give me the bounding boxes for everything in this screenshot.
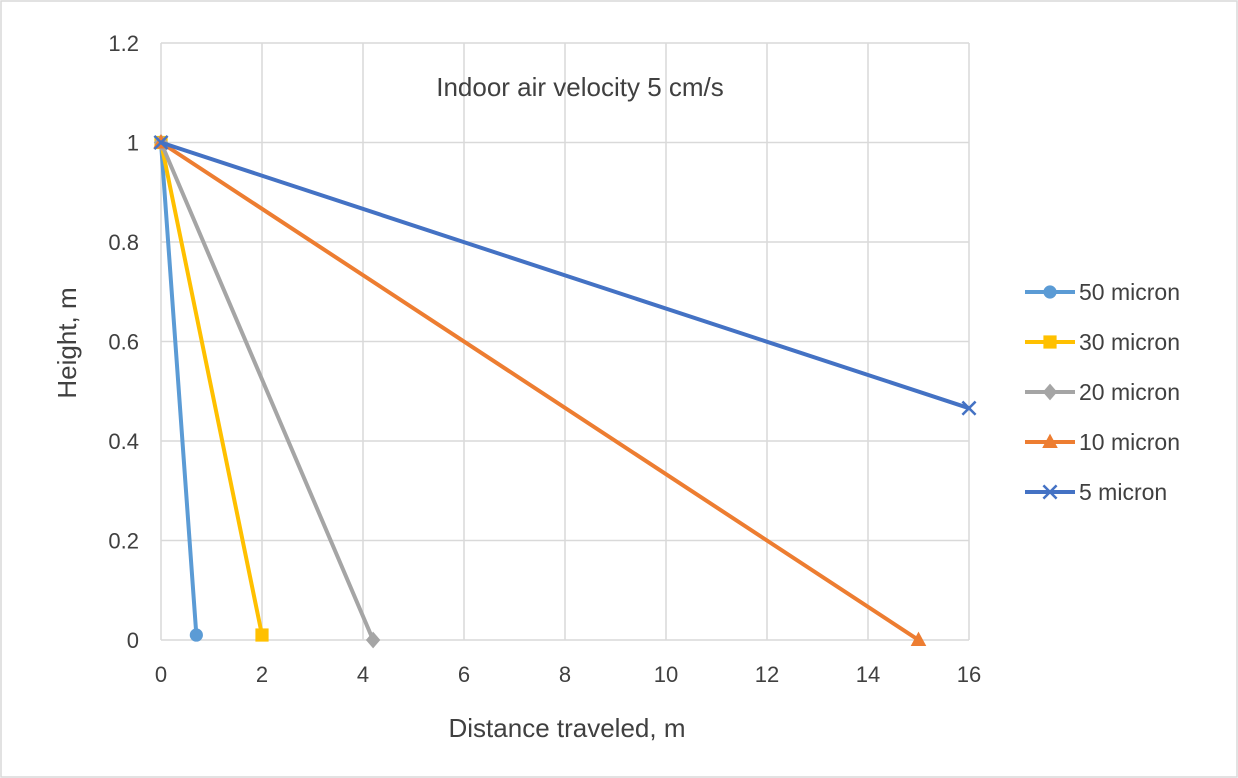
circle-marker bbox=[189, 628, 203, 642]
legend-entry: 50 micron bbox=[1025, 279, 1180, 305]
square-marker bbox=[1043, 335, 1057, 349]
diamond-marker bbox=[365, 631, 381, 649]
plot-series bbox=[153, 134, 977, 649]
y-tick-label: 1.2 bbox=[108, 31, 139, 56]
series-line bbox=[159, 140, 971, 411]
x-tick-label: 2 bbox=[256, 662, 268, 687]
x-axis-title: Distance traveled, m bbox=[449, 713, 686, 743]
legend: 50 micron 30 micron 20 micron 10 micron 5 mi… bbox=[1025, 279, 1180, 505]
triangle-marker bbox=[910, 631, 927, 646]
tick-labels: 0 2 4 6 8 10 12 14 16 0 0.2 0.4 0.6 0.8 1 1.2 bbox=[108, 31, 981, 687]
square-marker bbox=[255, 628, 269, 642]
x-tick-label: 16 bbox=[957, 662, 981, 687]
x-tick-label: 12 bbox=[755, 662, 779, 687]
legend-entry: 20 micron bbox=[1025, 379, 1180, 405]
legend-entry: 5 micron bbox=[1025, 479, 1167, 505]
x-tick-label: 0 bbox=[155, 662, 167, 687]
chart-annotation: Indoor air velocity 5 cm/s bbox=[436, 72, 724, 102]
legend-label: 50 micron bbox=[1079, 279, 1180, 305]
y-tick-label: 0.6 bbox=[108, 330, 139, 355]
x-marker-stroke bbox=[153, 135, 169, 150]
x-tick-label: 8 bbox=[559, 662, 571, 687]
x-marker-stroke bbox=[961, 400, 977, 416]
x-tick-label: 6 bbox=[458, 662, 470, 687]
legend-label: 20 micron bbox=[1079, 379, 1180, 405]
diamond-marker bbox=[1042, 383, 1058, 401]
legend-label: 5 micron bbox=[1079, 479, 1167, 505]
series-line bbox=[159, 140, 264, 638]
y-tick-label: 0.4 bbox=[108, 429, 139, 454]
legend-label: 30 micron bbox=[1079, 329, 1180, 355]
series-line bbox=[159, 140, 921, 642]
y-tick-label: 0 bbox=[127, 628, 139, 653]
series-line bbox=[159, 140, 376, 642]
y-tick-label: 1 bbox=[127, 131, 139, 156]
x-marker bbox=[1042, 484, 1058, 500]
circle-marker bbox=[1043, 285, 1057, 299]
x-tick-label: 14 bbox=[856, 662, 880, 687]
series-5-micron bbox=[153, 135, 977, 416]
x-tick-label: 4 bbox=[357, 662, 369, 687]
x-marker bbox=[961, 400, 977, 416]
legend-entry: 30 micron bbox=[1025, 329, 1180, 355]
series-line bbox=[159, 140, 199, 638]
y-tick-label: 0.2 bbox=[108, 529, 139, 554]
legend-label: 10 micron bbox=[1079, 429, 1180, 455]
legend-entry: 10 micron bbox=[1025, 429, 1180, 455]
triangle-marker bbox=[1042, 433, 1058, 448]
x-marker-stroke bbox=[1042, 484, 1058, 500]
x-marker bbox=[153, 135, 169, 150]
x-tick-label: 10 bbox=[654, 662, 678, 687]
y-tick-label: 0.8 bbox=[108, 230, 139, 255]
y-axis-title: Height, m bbox=[52, 287, 82, 398]
